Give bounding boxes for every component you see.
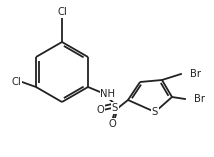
Text: Br: Br [190, 69, 201, 79]
Text: NH: NH [101, 89, 116, 99]
Text: O: O [108, 119, 116, 129]
Text: O: O [96, 105, 104, 115]
Text: Br: Br [194, 94, 205, 104]
Text: Cl: Cl [11, 77, 21, 87]
Text: Cl: Cl [57, 7, 67, 17]
Text: S: S [152, 107, 158, 117]
Text: S: S [112, 103, 118, 113]
